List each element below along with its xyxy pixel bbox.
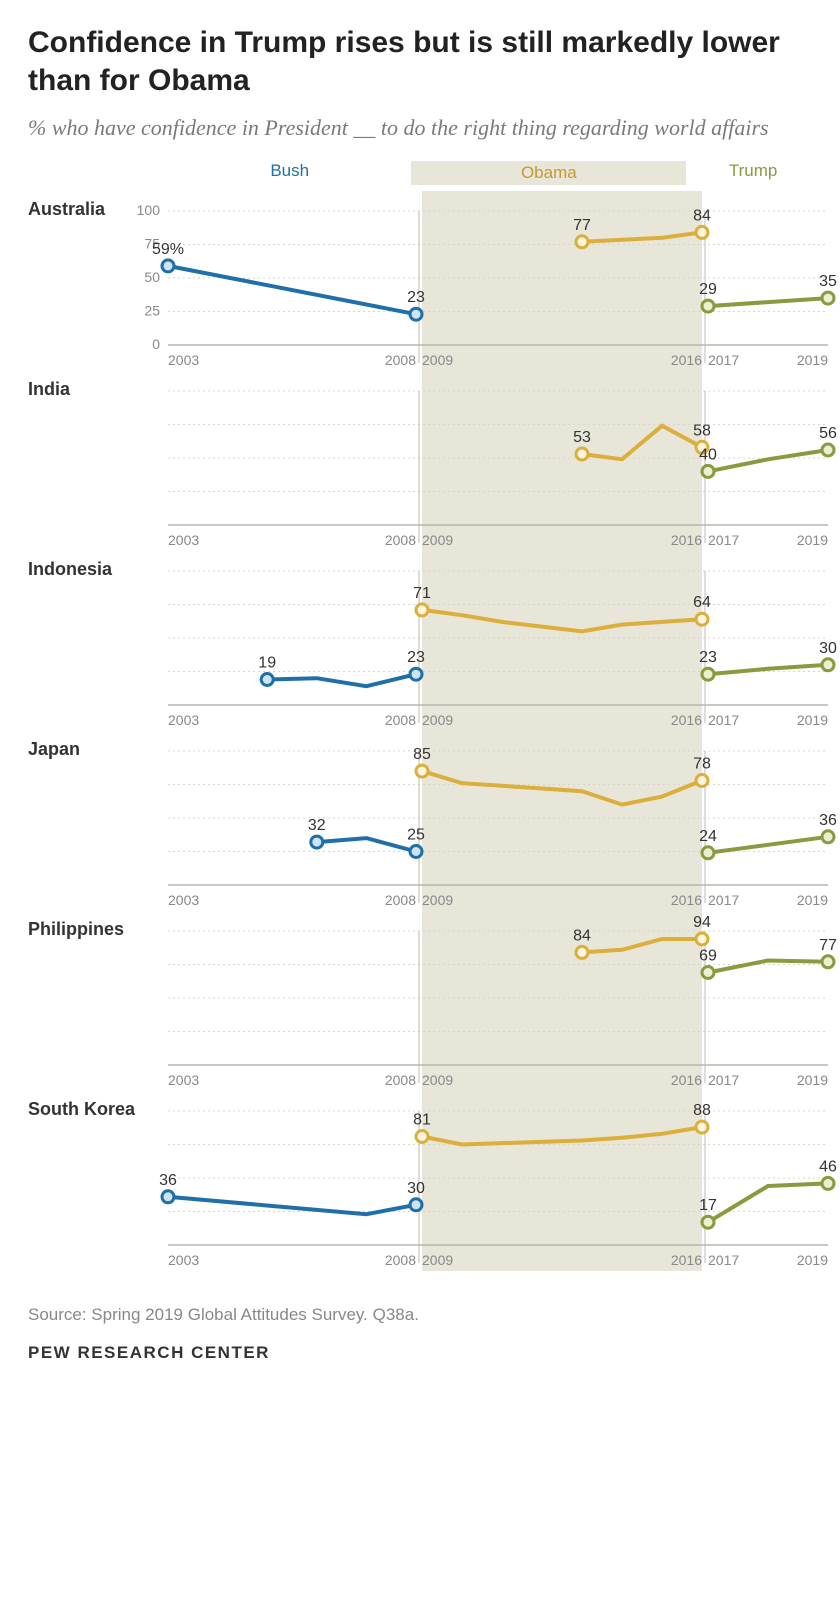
svg-text:2003: 2003: [168, 1072, 199, 1088]
svg-text:69: 69: [699, 947, 717, 964]
svg-text:2009: 2009: [422, 1072, 453, 1088]
svg-text:2003: 2003: [168, 532, 199, 548]
svg-text:2019: 2019: [797, 1072, 828, 1088]
svg-text:2009: 2009: [422, 1252, 453, 1268]
svg-text:2008: 2008: [385, 712, 416, 728]
svg-text:2009: 2009: [422, 532, 453, 548]
svg-text:2009: 2009: [422, 892, 453, 908]
svg-text:2017: 2017: [708, 352, 739, 368]
svg-text:88: 88: [693, 1102, 711, 1119]
chart-panels: Australia 025507510020032008200920162017…: [28, 191, 812, 1271]
svg-text:2003: 2003: [168, 352, 199, 368]
svg-text:23: 23: [699, 649, 717, 666]
svg-text:30: 30: [819, 639, 837, 656]
country-label: Japan: [28, 739, 158, 760]
svg-text:24: 24: [699, 827, 717, 844]
panel-south-korea: South Korea 2003200820092016201720193630…: [168, 1091, 828, 1271]
svg-text:50: 50: [144, 269, 160, 285]
svg-text:2016: 2016: [671, 532, 702, 548]
svg-text:64: 64: [693, 594, 711, 611]
svg-text:2008: 2008: [385, 352, 416, 368]
svg-text:40: 40: [699, 446, 717, 463]
svg-text:56: 56: [819, 425, 837, 442]
svg-text:2016: 2016: [671, 1072, 702, 1088]
svg-text:2017: 2017: [708, 532, 739, 548]
svg-text:35: 35: [819, 273, 837, 290]
svg-text:2017: 2017: [708, 1072, 739, 1088]
svg-text:84: 84: [693, 207, 711, 224]
svg-text:29: 29: [699, 281, 717, 298]
svg-text:17: 17: [699, 1197, 717, 1214]
panel-india: India 20032008200920162017201953584056: [168, 371, 828, 551]
svg-text:2019: 2019: [797, 712, 828, 728]
svg-text:58: 58: [693, 422, 711, 439]
legend-trump: Trump: [694, 161, 812, 185]
panel-philippines: Philippines 2003200820092016201720198494…: [168, 911, 828, 1091]
svg-text:2009: 2009: [422, 712, 453, 728]
brand-footer: PEW RESEARCH CENTER: [28, 1343, 812, 1363]
svg-text:2016: 2016: [671, 352, 702, 368]
svg-text:19: 19: [258, 654, 276, 671]
svg-text:23: 23: [407, 649, 425, 666]
svg-text:2008: 2008: [385, 1072, 416, 1088]
svg-text:32: 32: [308, 817, 326, 834]
svg-text:36: 36: [159, 1171, 177, 1188]
svg-text:2008: 2008: [385, 1252, 416, 1268]
svg-text:2016: 2016: [671, 1252, 702, 1268]
svg-text:2017: 2017: [708, 1252, 739, 1268]
country-label: South Korea: [28, 1099, 158, 1120]
svg-text:2019: 2019: [797, 532, 828, 548]
svg-text:2019: 2019: [797, 352, 828, 368]
legend-bush: Bush: [168, 161, 411, 185]
legend-obama: Obama: [411, 161, 686, 185]
svg-text:2003: 2003: [168, 892, 199, 908]
svg-text:77: 77: [819, 936, 837, 953]
svg-text:53: 53: [573, 429, 591, 446]
svg-text:2019: 2019: [797, 1252, 828, 1268]
svg-text:94: 94: [693, 914, 711, 931]
svg-text:78: 78: [693, 755, 711, 772]
svg-text:25: 25: [144, 302, 160, 318]
svg-text:85: 85: [413, 746, 431, 763]
svg-text:84: 84: [573, 927, 591, 944]
panel-japan: Japan 2003200820092016201720193225857824…: [168, 731, 828, 911]
legend: Bush Obama Trump: [168, 161, 812, 185]
chart-title: Confidence in Trump rises but is still m…: [28, 24, 812, 99]
svg-text:2019: 2019: [797, 892, 828, 908]
svg-text:46: 46: [819, 1158, 837, 1175]
svg-text:77: 77: [573, 216, 591, 233]
panel-australia: Australia 025507510020032008200920162017…: [168, 191, 828, 371]
svg-text:2009: 2009: [422, 352, 453, 368]
svg-text:30: 30: [407, 1179, 425, 1196]
source-note: Source: Spring 2019 Global Attitudes Sur…: [28, 1305, 812, 1325]
svg-text:36: 36: [819, 811, 837, 828]
svg-text:71: 71: [413, 585, 431, 602]
svg-text:0: 0: [152, 336, 160, 352]
country-label: Australia: [28, 199, 158, 220]
svg-text:2008: 2008: [385, 532, 416, 548]
svg-text:2016: 2016: [671, 892, 702, 908]
country-label: Indonesia: [28, 559, 158, 580]
svg-text:81: 81: [413, 1111, 431, 1128]
svg-text:2003: 2003: [168, 712, 199, 728]
svg-text:59%: 59%: [152, 241, 184, 258]
country-label: India: [28, 379, 158, 400]
svg-text:2003: 2003: [168, 1252, 199, 1268]
svg-text:2017: 2017: [708, 712, 739, 728]
chart-subtitle: % who have confidence in President __ to…: [28, 113, 812, 143]
svg-text:2017: 2017: [708, 892, 739, 908]
svg-text:23: 23: [407, 289, 425, 306]
svg-text:2008: 2008: [385, 892, 416, 908]
svg-text:2016: 2016: [671, 712, 702, 728]
country-label: Philippines: [28, 919, 158, 940]
panel-indonesia: Indonesia 200320082009201620172019192371…: [168, 551, 828, 731]
svg-text:25: 25: [407, 826, 425, 843]
